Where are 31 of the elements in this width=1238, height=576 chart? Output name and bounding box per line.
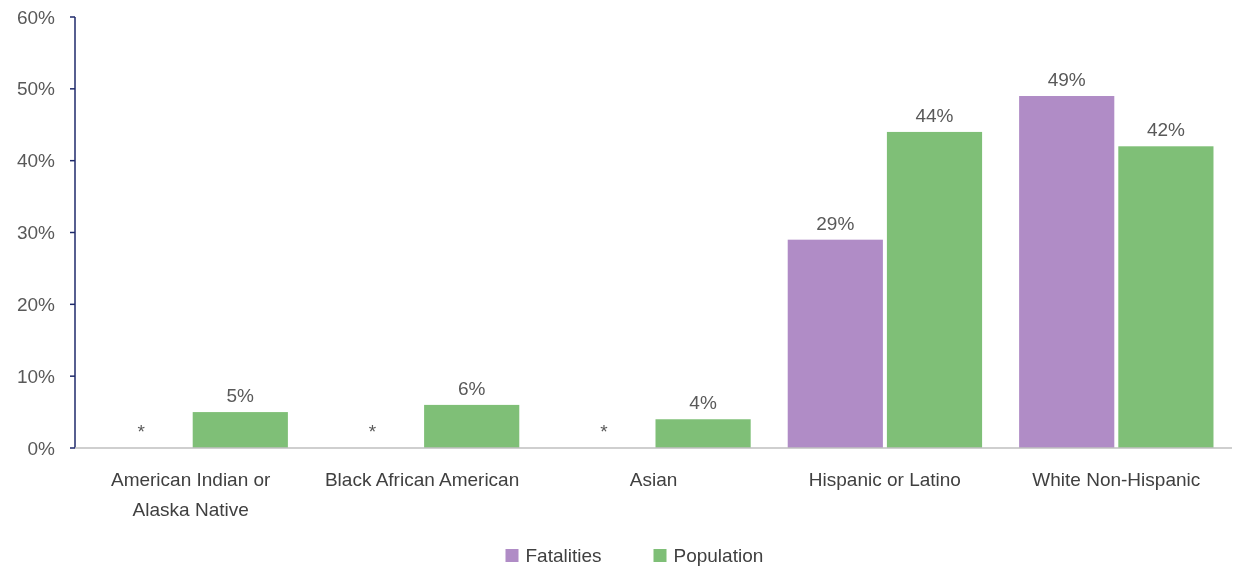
data-label: 49%	[1047, 69, 1086, 91]
legend-label: Fatalities	[525, 545, 602, 566]
y-tick-label: 60%	[16, 6, 56, 28]
bar	[655, 419, 751, 448]
bar	[424, 404, 520, 448]
y-tick-label: 40%	[16, 150, 56, 172]
bar	[1118, 146, 1214, 448]
data-label: 5%	[226, 385, 255, 407]
y-tick-label: 0%	[27, 437, 56, 459]
bar	[886, 131, 983, 448]
data-label: 44%	[915, 104, 954, 126]
x-tick-label: Black African American	[324, 469, 520, 490]
text: *	[368, 421, 377, 442]
bar	[787, 239, 883, 448]
x-tick-label: White Non-Hispanic	[1032, 469, 1201, 490]
data-label: 42%	[1146, 119, 1186, 141]
legend-label: Population	[673, 545, 764, 566]
x-tick-label: American Indian or Alaska Native	[110, 469, 272, 520]
y-tick-label: 50%	[16, 78, 56, 100]
text: *	[137, 421, 145, 442]
x-tick-label: Asian	[629, 469, 678, 490]
y-tick-label: 10%	[16, 365, 56, 387]
x-tick-label: Hispanic or Latino	[808, 469, 961, 490]
bar	[1019, 96, 1115, 448]
data-label: 29%	[816, 212, 855, 234]
bar	[192, 412, 288, 448]
data-label: 6%	[457, 377, 486, 399]
y-tick-label: 20%	[16, 293, 56, 315]
y-tick-label: 30%	[16, 222, 56, 244]
data-label: 4%	[689, 392, 717, 414]
text: *	[600, 421, 608, 442]
